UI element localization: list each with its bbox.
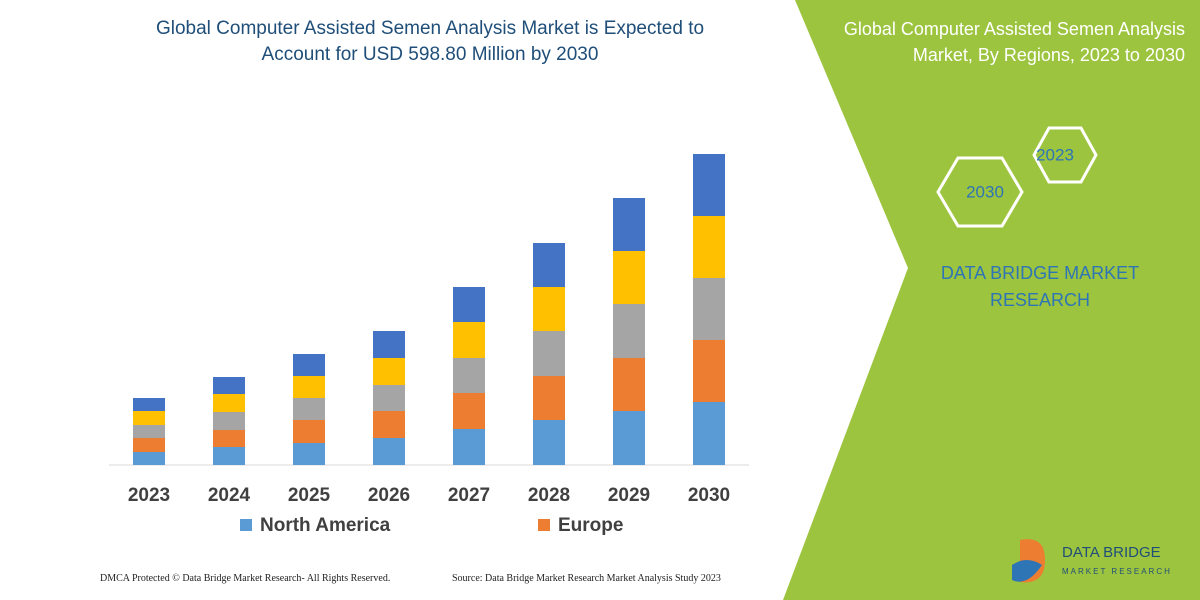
brand-text: DATA BRIDGE MARKET RESEARCH (940, 263, 1140, 310)
bar-segment (453, 429, 485, 465)
bar-segment (373, 411, 405, 438)
bar-segment (533, 331, 565, 376)
bar-segment (373, 331, 405, 358)
bar-segment (533, 287, 565, 331)
bar-segment (293, 420, 325, 443)
bar-segment (213, 447, 245, 465)
x-tick-label: 2028 (528, 485, 570, 506)
bar-segment (693, 278, 725, 340)
x-tick-label: 2029 (608, 485, 650, 506)
logo-name: DATA BRIDGE (1062, 544, 1161, 561)
x-tick-label: 2023 (128, 485, 170, 506)
bar-segment (293, 354, 325, 376)
footer-note: DMCA Protected © Data Bridge Market Rese… (100, 573, 391, 584)
bar-segment (373, 438, 405, 465)
hexagon-label: 2030 (966, 182, 1004, 201)
legend-swatch (240, 519, 252, 531)
bar-segment (133, 411, 165, 425)
bar-segment (213, 412, 245, 430)
bar-segment (693, 154, 725, 216)
bar-segment (213, 430, 245, 447)
x-tick-label: 2025 (288, 485, 331, 506)
bar-segment (133, 398, 165, 411)
bar-segment (613, 304, 645, 358)
hexagon (1032, 126, 1098, 184)
legend-label: North America (260, 515, 391, 536)
hexagon-label: 2023 (1036, 145, 1074, 164)
bar-segment (613, 411, 645, 465)
bar-segment (293, 376, 325, 398)
x-tick-label: 2024 (208, 485, 251, 506)
hexagon (936, 156, 1024, 228)
bar-segment (453, 393, 485, 429)
bar-segment (693, 402, 725, 465)
bar-segment (533, 376, 565, 420)
bar-segment (613, 251, 645, 304)
side-panel-bg (783, 0, 1200, 600)
bar-segment (133, 425, 165, 438)
bar-segment (613, 358, 645, 411)
legend-label: Europe (558, 515, 623, 536)
bar-segment (373, 385, 405, 411)
bar-segment (133, 452, 165, 465)
logo-tagline: MARKET RESEARCH (1062, 567, 1172, 576)
chart-title: Global Computer Assisted Semen Analysis … (155, 18, 705, 65)
bar-segment (293, 443, 325, 465)
bar-segment (453, 358, 485, 393)
bar-segment (533, 420, 565, 465)
bar-segment (293, 398, 325, 420)
footer-source: Source: Data Bridge Market Research Mark… (452, 573, 721, 584)
bar-segment (133, 438, 165, 452)
bar-segment (613, 198, 645, 251)
x-tick-label: 2026 (368, 485, 410, 506)
bar-segment (693, 340, 725, 402)
legend-swatch (538, 519, 550, 531)
x-tick-label: 2027 (448, 485, 490, 506)
bar-segment (213, 394, 245, 412)
bar-segment (453, 287, 485, 322)
bar-segment (213, 377, 245, 394)
bar-segment (373, 358, 405, 385)
bar-segment (533, 243, 565, 287)
logo-mark (1012, 560, 1042, 582)
x-tick-label: 2030 (688, 485, 730, 506)
panel-title: Global Computer Assisted Semen Analysis … (843, 19, 1185, 65)
bar-segment (453, 322, 485, 358)
bar-segment (693, 216, 725, 278)
